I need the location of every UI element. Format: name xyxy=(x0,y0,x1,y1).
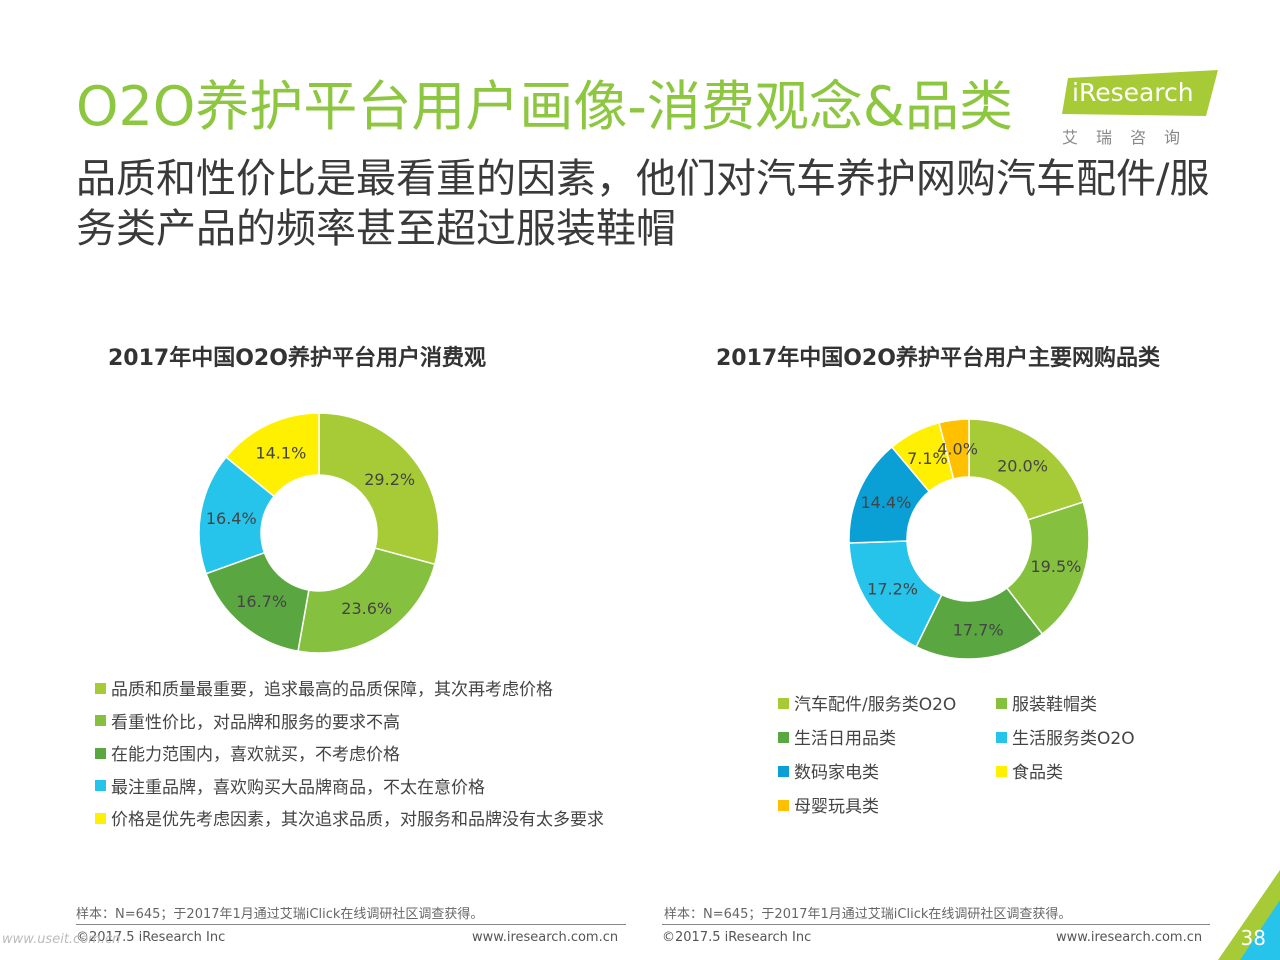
legend-label: 品质和质量最重要，追求最高的品质保障，其次再考虑价格 xyxy=(111,680,553,700)
footer-copyright-left: ©2017.5 iResearch Inc xyxy=(76,930,226,945)
footer-url-right: www.iresearch.com.cn xyxy=(1056,930,1203,945)
legend-label: 生活日用品类 xyxy=(794,729,896,749)
logo-cn: 艾瑞咨询 xyxy=(1062,128,1199,147)
legend-item: 服装鞋帽类 xyxy=(996,688,1214,722)
logo-brand: iResearch xyxy=(1072,78,1194,107)
slice-value-label: 19.5% xyxy=(1031,557,1082,576)
donut-slice xyxy=(1005,501,1090,636)
slice-value-label: 4.0% xyxy=(937,440,978,459)
legend-swatch xyxy=(778,731,789,743)
legend-swatch xyxy=(95,812,106,824)
legend-item: 生活日用品类 xyxy=(778,722,996,756)
legend-swatch xyxy=(95,747,106,759)
legend-swatch xyxy=(778,799,789,811)
legend-item: 生活服务类O2O xyxy=(996,722,1214,756)
legend-item: 品质和质量最重要，追求最高的品质保障，其次再考虑价格 xyxy=(95,674,655,707)
legend-swatch xyxy=(996,731,1007,743)
page-title: O2O养护平台用户画像-消费观念&品类 xyxy=(76,75,1013,138)
legend-label: 生活服务类O2O xyxy=(1012,729,1135,749)
donut-chart-left: 29.2% 23.6% 16.7% 16.4% 14.1% xyxy=(198,412,440,654)
legend-label: 食品类 xyxy=(1012,763,1063,783)
sample-note-right: 样本：N=645；于2017年1月通过艾瑞iClick在线调研社区调查获得。 xyxy=(664,907,1072,922)
iresearch-logo: iResearch 艾瑞咨询 xyxy=(1062,70,1222,150)
slice-value-label: 23.6% xyxy=(341,599,392,618)
legend-swatch xyxy=(95,780,106,791)
legend-item: 母婴玩具类 xyxy=(778,790,996,824)
footer-divider-left xyxy=(76,924,626,925)
page-subtitle: 品质和性价比是最看重的因素，他们对汽车养护网购汽车配件/服务类产品的频率甚至超过… xyxy=(76,156,1210,252)
legend-swatch xyxy=(778,765,789,777)
legend-label: 最注重品牌，喜欢购买大品牌商品，不太在意价格 xyxy=(111,777,485,798)
corner-triangle xyxy=(1218,870,1280,960)
legend-label: 汽车配件/服务类O2O xyxy=(794,695,957,715)
legend-label: 服装鞋帽类 xyxy=(1012,695,1097,715)
legend-label: 价格是优先考虑因素，其次追求品质，对服务和品牌没有太多要求 xyxy=(111,810,604,830)
slice-value-label: 16.7% xyxy=(236,592,287,611)
legend-swatch xyxy=(95,715,106,726)
footer-copyright-right: ©2017.5 iResearch Inc xyxy=(662,930,812,945)
legend-item: 看重性价比，对品牌和服务的要求不高 xyxy=(95,707,655,740)
page-number: 38 xyxy=(1240,926,1266,950)
legend-label: 母婴玩具类 xyxy=(794,797,879,817)
legend-swatch xyxy=(996,765,1007,777)
sample-note-left: 样本：N=645；于2017年1月通过艾瑞iClick在线调研社区调查获得。 xyxy=(76,907,484,922)
legend-item: 最注重品牌，喜欢购买大品牌商品，不太在意价格 xyxy=(95,772,655,805)
legend-left: 品质和质量最重要，追求最高的品质保障，其次再考虑价格 看重性价比，对品牌和服务的要… xyxy=(95,674,655,837)
chart-title-left: 2017年中国O2O养护平台用户消费观 xyxy=(108,346,486,371)
legend-item: 价格是优先考虑因素，其次追求品质，对服务和品牌没有太多要求 xyxy=(95,804,655,837)
slice-value-label: 16.4% xyxy=(206,509,257,528)
donut-slice xyxy=(938,418,970,480)
donut-chart-right: 20.0% 19.5% 17.7% 17.2% 14.4% 7.1%4.0% xyxy=(848,418,1090,660)
donut-slice xyxy=(297,547,436,654)
legend-swatch xyxy=(95,682,106,694)
footer-divider-right xyxy=(662,924,1210,925)
chart-title-right: 2017年中国O2O养护平台用户主要网购品类 xyxy=(716,346,1160,371)
legend-right: 汽车配件/服务类O2O 服装鞋帽类生活日用品类 生活服务类O2O 数码家电类 食品类母婴… xyxy=(778,688,1218,824)
donut-slice xyxy=(968,418,1085,521)
legend-item: 在能力范围内，喜欢就买，不考虑价格 xyxy=(95,739,655,772)
legend-item: 食品类 xyxy=(996,756,1214,790)
legend-item: 数码家电类 xyxy=(778,756,996,790)
legend-item: 汽车配件/服务类O2O xyxy=(778,688,996,722)
logo-banner-shape xyxy=(1062,70,1218,116)
slice-value-label: 7.1% xyxy=(907,449,948,468)
donut-slice xyxy=(318,412,440,566)
slice-value-label: 17.7% xyxy=(953,621,1004,640)
legend-label: 在能力范围内，喜欢就买，不考虑价格 xyxy=(111,745,400,765)
legend-swatch xyxy=(778,697,789,709)
slice-value-label: 17.2% xyxy=(867,579,918,598)
legend-label: 看重性价比，对品牌和服务的要求不高 xyxy=(111,712,400,733)
legend-swatch xyxy=(996,697,1007,709)
donut-slice xyxy=(225,412,320,498)
slice-value-label: 29.2% xyxy=(364,470,415,489)
legend-label: 数码家电类 xyxy=(794,763,879,783)
slice-value-label: 14.1% xyxy=(255,444,306,463)
slice-value-label: 20.0% xyxy=(997,456,1048,475)
slice-value-label: 14.4% xyxy=(860,493,911,512)
footer-url-left: www.iresearch.com.cn xyxy=(472,930,619,945)
watermark-text: www.useit.com.cn xyxy=(2,932,121,947)
